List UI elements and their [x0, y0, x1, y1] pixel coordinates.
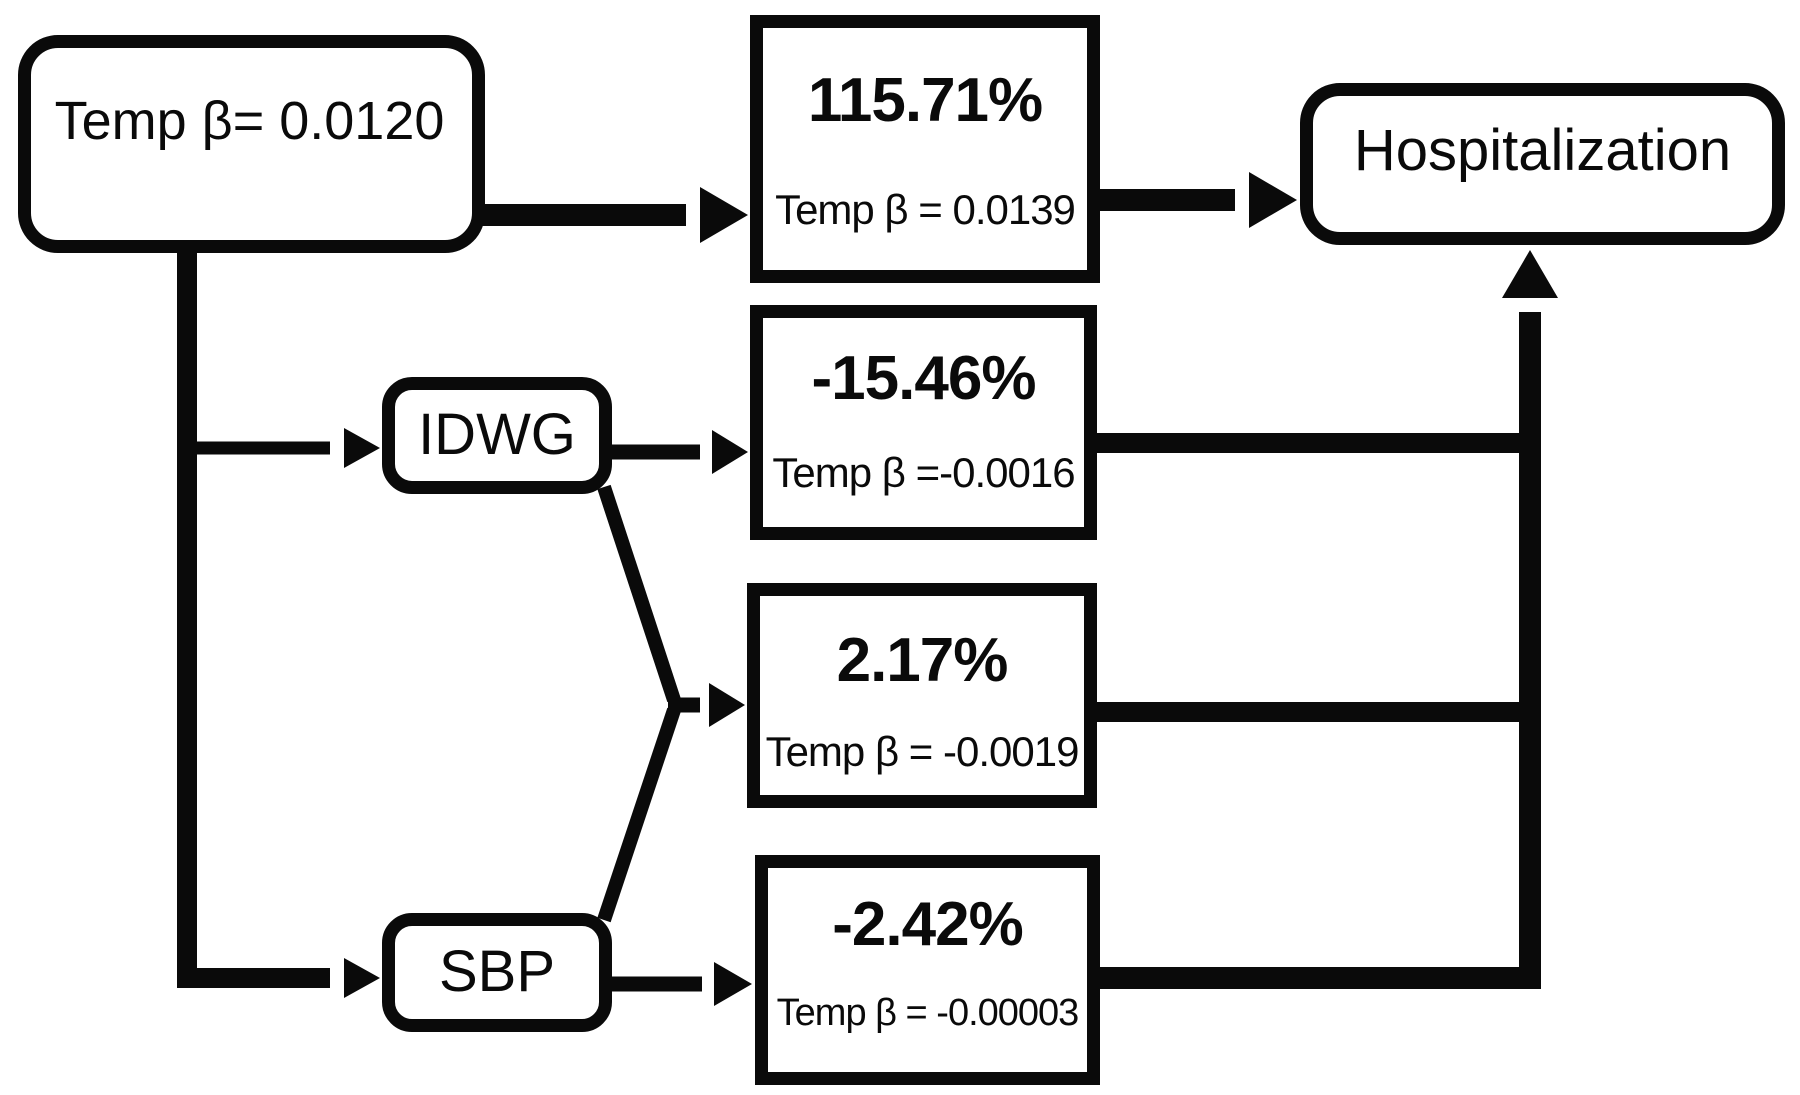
idwg-effect-node: -15.46% Temp β =-0.0016: [750, 305, 1097, 540]
idwg-diagonal-connector: [597, 484, 681, 703]
sbp-effect-beta: Temp β = -0.00003: [776, 992, 1080, 1035]
sbp-diagonal-connector: [597, 707, 681, 923]
temperature-node-label: Temp β= 0.0120: [54, 90, 445, 151]
idwg-effect-percent: -15.46%: [811, 344, 1037, 413]
arrowhead-to-hospitalization: [1249, 172, 1297, 228]
arrowhead-idwg-effect: [712, 430, 748, 474]
direct-effect-percent: 115.71%: [807, 66, 1043, 135]
arrowhead-sbp-effect: [714, 962, 752, 1006]
sbp-effect-percent: -2.42%: [832, 890, 1023, 959]
combined-effect-node: 2.17% Temp β = -0.0019: [747, 583, 1097, 808]
hospitalization-node-label: Hospitalization: [1353, 117, 1732, 183]
idwg-mediator-node: IDWG: [382, 377, 612, 494]
idwg-effect-beta: Temp β =-0.0016: [772, 448, 1075, 496]
trunk-connector: [177, 240, 330, 988]
sbp-node-label: SBP: [438, 939, 556, 1005]
combined-effect-percent: 2.17%: [836, 626, 1009, 695]
temperature-node: Temp β= 0.0120: [18, 35, 485, 253]
direct-effect-node: 115.71% Temp β = 0.0139: [750, 15, 1100, 283]
idwg-node-label: IDWG: [418, 402, 576, 468]
collector-riser-line: [1098, 312, 1541, 989]
arrowhead-to-sbp: [344, 958, 380, 998]
combined-effect-beta: Temp β = -0.0019: [765, 727, 1080, 775]
arrowhead-to-direct-effect: [700, 187, 748, 243]
arrowhead-to-idwg: [344, 428, 380, 468]
arrowhead-up-to-hospitalization: [1502, 250, 1558, 298]
direct-effect-beta: Temp β = 0.0139: [775, 185, 1076, 233]
arrowhead-combined-effect: [709, 683, 745, 727]
hospitalization-node: Hospitalization: [1300, 83, 1785, 245]
sbp-effect-node: -2.42% Temp β = -0.00003: [755, 855, 1100, 1085]
sbp-mediator-node: SBP: [382, 913, 612, 1032]
